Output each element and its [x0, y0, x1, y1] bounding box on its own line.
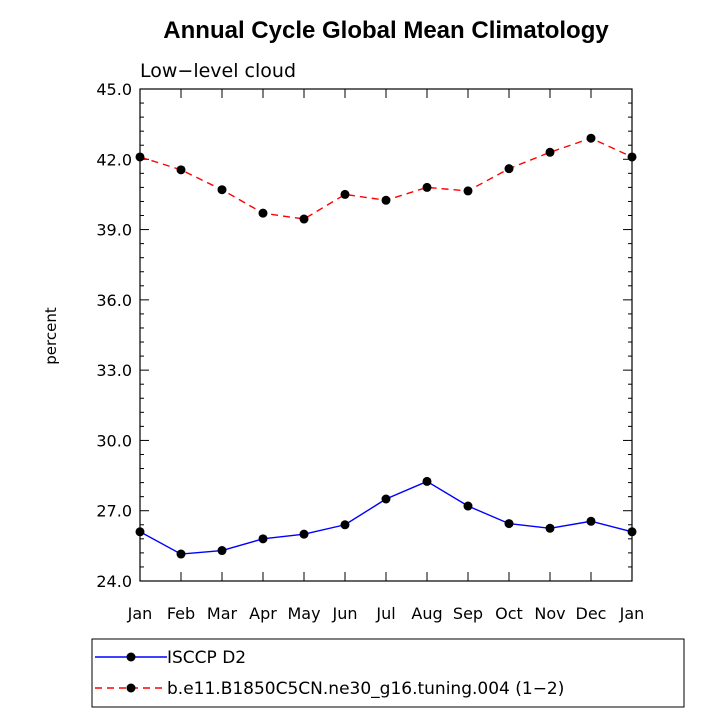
- legend-label-model: b.e11.B1850C5CN.ne30_g16.tuning.004 (1−2…: [167, 679, 564, 699]
- series-0-point: [381, 494, 391, 504]
- series-0-point: [463, 501, 473, 511]
- series-1-point: [299, 214, 309, 224]
- series-1-point: [340, 189, 350, 199]
- series-1-point: [217, 185, 227, 195]
- legend-marker-isccp: [126, 652, 136, 662]
- x-tick-label: Jun: [332, 604, 358, 623]
- series-1-point: [586, 133, 596, 143]
- y-tick-label: 27.0: [96, 502, 132, 521]
- plot-frame: [139, 88, 633, 582]
- legend: ISCCP D2 b.e11.B1850C5CN.ne30_g16.tuning…: [91, 638, 685, 708]
- y-tick-label: 45.0: [96, 80, 132, 99]
- series-line-0: [139, 480, 633, 555]
- y-tick-label: 33.0: [96, 361, 132, 380]
- y-tick-label: 39.0: [96, 221, 132, 240]
- y-tick-label: 36.0: [96, 291, 132, 310]
- x-tick-label: Mar: [207, 604, 238, 623]
- legend-label-isccp: ISCCP D2: [167, 648, 246, 668]
- x-tick-label: Sep: [453, 604, 483, 623]
- series-1-point: [545, 147, 555, 157]
- y-tick-label: 42.0: [96, 150, 132, 169]
- series-points: [135, 133, 637, 559]
- x-tick-label: Oct: [495, 604, 523, 623]
- legend-box: [91, 638, 685, 708]
- series-0-point: [340, 520, 350, 530]
- series-0-point: [299, 529, 309, 539]
- x-tick-label: Apr: [249, 604, 277, 623]
- chart-title: Annual Cycle Global Mean Climatology: [163, 17, 609, 44]
- series-0-point: [504, 519, 514, 529]
- series-0-point: [586, 516, 596, 526]
- series-line-1: [139, 137, 633, 220]
- series-0-point: [176, 549, 186, 559]
- chart-subtitle: Low−level cloud: [140, 60, 296, 82]
- x-tick-label: May: [287, 604, 320, 623]
- legend-marker-model: [126, 683, 136, 693]
- x-tick-label: Dec: [576, 604, 607, 623]
- series-0-point: [217, 546, 227, 556]
- y-tick-label: 24.0: [96, 572, 132, 591]
- y-tick-label: 30.0: [96, 431, 132, 450]
- series-1-point: [381, 195, 391, 205]
- series-1-point: [176, 165, 186, 175]
- x-tick-label: Feb: [167, 604, 195, 623]
- x-tick-labels: Jan Feb Mar Apr May Jun Jul Aug Sep Oct Nov Dec Jan: [127, 604, 645, 623]
- series-1-point: [258, 208, 268, 218]
- series-0-point: [545, 523, 555, 533]
- series-1-point: [422, 182, 432, 192]
- axis-ticks: [139, 88, 633, 582]
- x-tick-label: Jan: [619, 604, 645, 623]
- series-1-point: [504, 164, 514, 174]
- series-0-point: [422, 476, 432, 486]
- y-tick-labels: 24.0 27.0 30.0 33.0 36.0 39.0 42.0 45.0: [96, 80, 132, 591]
- series-0-point: [258, 534, 268, 544]
- x-tick-label: Aug: [411, 604, 442, 623]
- series-1-point: [463, 186, 473, 196]
- x-tick-label: Nov: [534, 604, 565, 623]
- x-tick-label: Jan: [127, 604, 153, 623]
- x-tick-label: Jul: [375, 604, 395, 623]
- y-axis-label: percent: [42, 307, 60, 365]
